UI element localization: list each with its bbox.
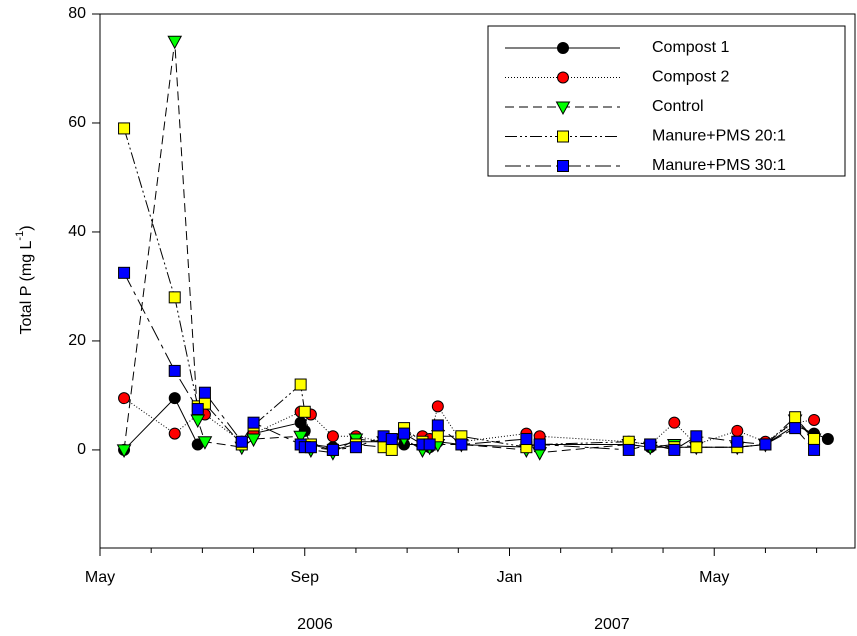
x-group-label: 2007 (594, 616, 630, 633)
y-label-suffix: ) (18, 225, 35, 230)
marker (759, 438, 772, 451)
marker (168, 291, 181, 304)
marker (455, 438, 468, 451)
marker (298, 405, 311, 418)
marker (247, 416, 260, 429)
legend-marker (557, 42, 569, 54)
plot-frame (99, 13, 856, 549)
x-tick-label: May (699, 569, 729, 586)
marker (190, 414, 206, 428)
series-line (123, 128, 815, 451)
marker (431, 400, 444, 413)
x-tick-label: May (85, 569, 115, 586)
marker (326, 430, 339, 443)
marker (385, 443, 398, 456)
marker (668, 416, 681, 429)
marker (690, 441, 703, 454)
marker (168, 392, 181, 405)
marker (168, 427, 181, 440)
marker (431, 419, 444, 432)
marker (808, 413, 821, 426)
legend-box (487, 25, 846, 177)
marker (118, 122, 131, 135)
series-line (123, 272, 815, 451)
marker (622, 443, 635, 456)
legend-label: Compost 1 (652, 39, 729, 56)
legend-label: Manure+PMS 30:1 (652, 157, 786, 174)
marker (293, 430, 308, 445)
marker (668, 443, 681, 456)
marker (198, 386, 211, 399)
marker (731, 424, 744, 437)
marker (294, 378, 307, 391)
y-tick-label: 80 (68, 5, 86, 22)
x-tick-label: Jan (497, 569, 523, 586)
y-axis-label: Total P (mg L-1) (14, 225, 35, 334)
marker (116, 444, 132, 458)
y-tick-label: 0 (77, 441, 86, 458)
marker (118, 266, 131, 279)
marker (808, 433, 821, 446)
y-tick-label: 20 (68, 332, 86, 349)
x-group-label: 2006 (297, 616, 333, 633)
marker (246, 433, 261, 448)
legend: Compost 1 Compost 2 Control Manure+PMS 20:1… (487, 25, 846, 177)
y-label-superscript: -1 (14, 231, 26, 241)
legend-label: Compost 2 (652, 69, 729, 86)
legend-marker (557, 160, 569, 172)
y-tick-label: 60 (68, 114, 86, 131)
marker (690, 430, 703, 443)
marker (118, 392, 131, 405)
marker (533, 438, 546, 451)
legend-marker (557, 71, 569, 84)
legend-label: Control (652, 98, 704, 115)
marker (385, 433, 398, 446)
marker (349, 441, 362, 454)
marker (520, 433, 533, 446)
marker (235, 435, 248, 448)
marker (423, 438, 436, 451)
y-tick-label: 40 (68, 223, 86, 240)
marker (398, 427, 411, 440)
marker (304, 441, 317, 454)
marker (821, 433, 834, 446)
marker (644, 438, 657, 451)
legend-marker (557, 130, 569, 143)
marker (731, 435, 744, 448)
legend-label: Manure+PMS 20:1 (652, 128, 786, 145)
marker (167, 35, 183, 50)
marker (808, 443, 821, 456)
legend-marker (555, 101, 571, 116)
marker (326, 443, 339, 456)
y-label-text: Total P (mg L (18, 240, 35, 334)
marker (168, 364, 181, 377)
marker (197, 436, 213, 450)
marker (789, 422, 802, 435)
series-line (123, 397, 829, 451)
marker (191, 403, 204, 416)
marker (789, 411, 802, 424)
x-tick-label: Sep (291, 569, 320, 586)
